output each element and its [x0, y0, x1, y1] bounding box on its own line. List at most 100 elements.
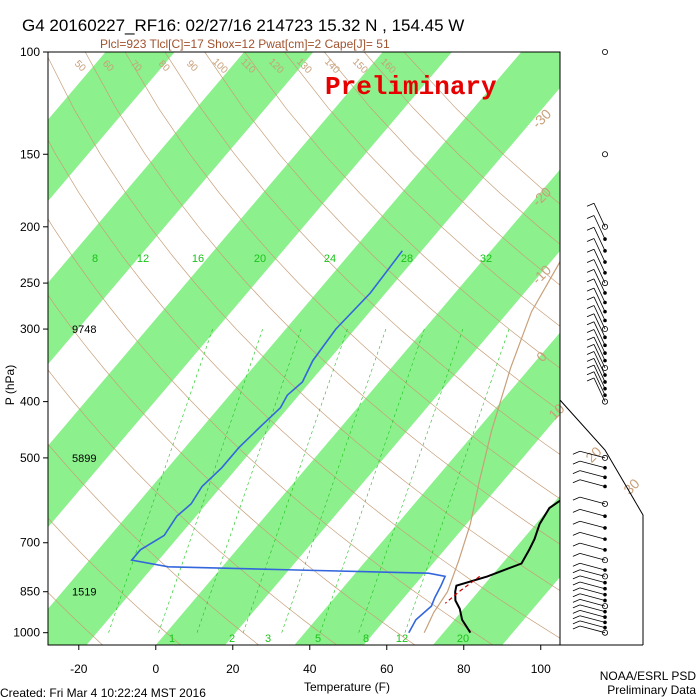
- wind-barb-flag: [586, 329, 595, 333]
- x-tick-label: 80: [457, 662, 471, 676]
- wind-barb-flag: [586, 259, 595, 263]
- y-tick-label: 400: [20, 395, 40, 409]
- footer-preliminary: Preliminary Data: [607, 683, 696, 697]
- wind-barb-staff: [593, 203, 606, 227]
- dry-adiabat: [84, 52, 560, 545]
- wind-barb-flag: [572, 615, 581, 620]
- mixing-ratio-label: 20: [254, 253, 266, 265]
- dry-adiabat: [0, 52, 25, 645]
- wind-barb-dot: [602, 573, 609, 580]
- dry-adiabat: [48, 443, 259, 645]
- wind-barb-staff: [593, 371, 606, 396]
- wind-barb-staff: [579, 553, 606, 561]
- y-tick-label: 100: [20, 45, 40, 59]
- wind-barb-flag: [572, 599, 581, 603]
- wind-barb-staff: [593, 249, 606, 273]
- wind-barb-staff: [579, 470, 606, 478]
- x-tick-label: 100: [531, 662, 551, 676]
- wind-barb-flag: [586, 287, 595, 292]
- wind-barb-staff: [593, 313, 606, 338]
- wind-barb-flag: [586, 269, 595, 273]
- wind-barb-flag: [572, 620, 581, 625]
- wind-barb-flag: [572, 575, 581, 580]
- x-axis-label: Temperature (F): [304, 680, 390, 694]
- wind-barb-flag: [572, 593, 581, 598]
- wind-barb-flag: [586, 377, 595, 382]
- wind-barb-flag: [586, 358, 595, 362]
- wind-barb-staff: [593, 336, 606, 361]
- wind-barb-flag: [572, 553, 581, 557]
- wind-barb-flag: [572, 581, 581, 586]
- wind-barb-staff: [579, 587, 606, 596]
- wind-barb-dot: [602, 223, 609, 230]
- dry-adiabat: [204, 52, 560, 412]
- wind-barb-staff: [593, 278, 606, 303]
- wind-barb-staff: [593, 321, 606, 346]
- sounding-series: [130, 250, 560, 634]
- wind-barb-dot: [602, 557, 609, 564]
- y-tick-label: 850: [20, 585, 40, 599]
- wind-barb-staff: [593, 238, 606, 263]
- wind-barb-staff: [579, 460, 606, 469]
- x-axis: -20 0 20 40 60 80 100: [70, 645, 551, 676]
- wind-barb-dot: [602, 603, 609, 610]
- isotherm-band: [294, 332, 560, 645]
- isotherm-band: [48, 52, 314, 365]
- wind-barb-staff: [579, 520, 606, 529]
- wind-barb-staff: [579, 450, 606, 459]
- mixing-ratio-label: 28: [401, 253, 413, 265]
- wind-barb-flag: [586, 278, 595, 283]
- wind-barb-staff: [593, 329, 606, 354]
- height-label: 1519: [72, 587, 96, 599]
- footer-created: Created: Fri Mar 4 10:22:24 MST 2016: [0, 686, 206, 700]
- wind-barb-staff: [579, 610, 606, 618]
- wind-barb-flag: [572, 532, 581, 536]
- wind-barb-staff: [593, 269, 606, 294]
- wind-barb-flag: [572, 604, 581, 609]
- wind-barb-panel: [559, 49, 644, 646]
- wind-barb-staff: [593, 296, 606, 321]
- mixing-ratio-label: 24: [324, 253, 336, 265]
- mixing-ratio-label: 32: [480, 253, 492, 265]
- dry-adiabat-label: 90: [184, 58, 200, 74]
- x-tick-label: -20: [70, 662, 88, 676]
- isotherm-band: [48, 52, 175, 202]
- wind-barb-flag: [586, 336, 595, 341]
- mixing-ratio-label: 16: [192, 253, 204, 265]
- wind-barb-staff: [579, 532, 606, 540]
- series-dew-point: [130, 250, 447, 634]
- pressure-gridlines: [43, 51, 48, 634]
- wind-barb-staff: [593, 344, 606, 369]
- mixing-ratio-label: 12: [137, 253, 149, 265]
- wind-barb-dot: [602, 364, 609, 371]
- wind-barb-flag: [586, 305, 595, 309]
- dry-adiabat: [124, 52, 560, 500]
- dry-adiabat: [48, 56, 560, 592]
- wind-barb-staff: [579, 581, 606, 590]
- wind-barb-flag: [586, 344, 595, 348]
- dry-adiabat: [244, 52, 560, 369]
- wind-barb-staff: [579, 542, 606, 551]
- mixing-ratio-label: 12: [396, 633, 408, 645]
- wind-barb-flag: [572, 542, 581, 547]
- wind-barb-staff: [579, 575, 606, 584]
- wind-barb-dot: [602, 326, 609, 333]
- y-tick-label: 200: [20, 220, 40, 234]
- wind-barb-flag: [572, 479, 581, 484]
- isotherm-label: 30: [620, 475, 642, 497]
- footer-source: NOAA/ESRL PSD: [600, 669, 697, 683]
- chart-title: G4 20160227_RF16: 02/27/16 214723 15.32 …: [22, 16, 464, 35]
- x-tick-label: 60: [380, 662, 394, 676]
- mixing-ratio-label: 3: [265, 633, 271, 645]
- wind-barb-staff: [593, 358, 606, 383]
- wind-barb-flag: [572, 496, 581, 501]
- wind-barb-dot: [602, 280, 609, 287]
- wind-barb-flag: [572, 450, 581, 455]
- wind-barb-dot: [602, 151, 609, 158]
- wind-barb-dot: [602, 454, 609, 461]
- wind-barb-staff: [579, 625, 606, 634]
- series-parcel: [423, 260, 560, 633]
- dry-adiabat: [48, 139, 560, 639]
- dry-adiabat: [48, 369, 338, 645]
